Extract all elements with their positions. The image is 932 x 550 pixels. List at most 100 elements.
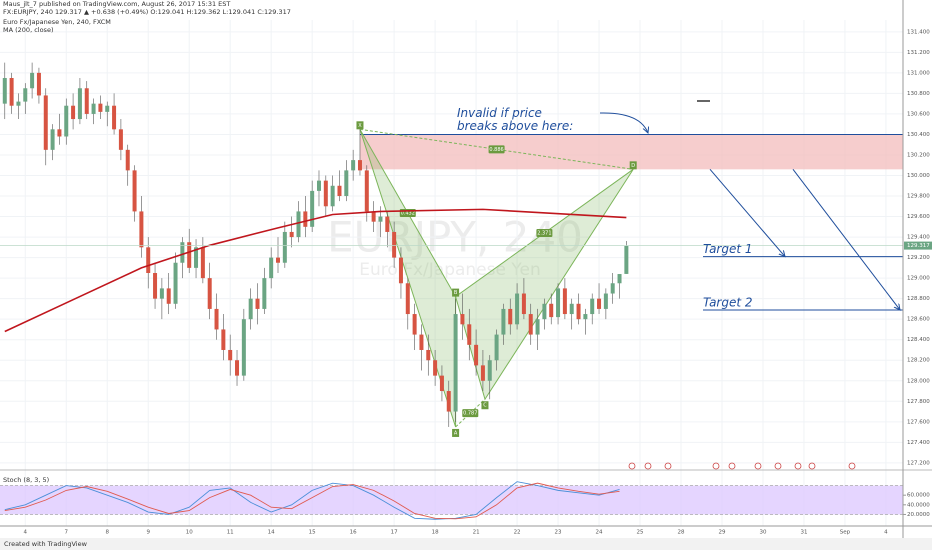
y-tick-label: 128.800 bbox=[907, 296, 930, 302]
candle-body bbox=[535, 319, 540, 335]
y-tick-label: 127.600 bbox=[907, 419, 930, 425]
point-label: C bbox=[483, 403, 487, 409]
candle-body bbox=[30, 72, 35, 89]
candle-body bbox=[344, 170, 349, 197]
header-bg bbox=[0, 0, 932, 20]
candle-body bbox=[405, 283, 410, 315]
candle-body bbox=[77, 88, 82, 120]
candle-body bbox=[351, 160, 356, 171]
event-icon bbox=[848, 462, 856, 470]
candle-body bbox=[200, 247, 205, 279]
candle-body bbox=[330, 185, 335, 207]
x-tick-label: 21 bbox=[473, 530, 480, 536]
point-box bbox=[481, 401, 489, 410]
candle-body bbox=[392, 231, 397, 258]
candle-body bbox=[125, 149, 130, 171]
candle-body bbox=[50, 129, 55, 150]
y-tick-label: 131.400 bbox=[907, 29, 930, 35]
x-tick-label: 18 bbox=[432, 530, 439, 536]
candle-body bbox=[467, 324, 472, 345]
candle-body bbox=[508, 308, 513, 325]
ratio-label: 0.886 bbox=[489, 147, 503, 153]
candle-body bbox=[323, 180, 328, 207]
x-tick-label: 31 bbox=[800, 530, 807, 536]
candle-body bbox=[549, 303, 554, 318]
point-box bbox=[629, 161, 637, 170]
legend-instrument: Euro Fx/Japanese Yen, 240, FXCM bbox=[3, 18, 111, 26]
overlay: 127.200 127.400 127.600 127.800 128.000 128.2… bbox=[0, 29, 932, 536]
candle-body bbox=[187, 242, 192, 268]
candle-body bbox=[248, 298, 253, 320]
point-label: X bbox=[358, 123, 362, 129]
candle-body bbox=[501, 308, 506, 335]
last-price-box bbox=[904, 241, 932, 250]
event-icon bbox=[644, 462, 652, 470]
annotation: Invalid if price breaks above here: bbox=[457, 106, 573, 133]
x-tick-label: 30 bbox=[759, 530, 766, 536]
stoch-tick-label: 60.0000 bbox=[907, 493, 930, 499]
ratio-box bbox=[536, 228, 553, 237]
candle-body bbox=[269, 257, 274, 279]
candle-body bbox=[316, 180, 321, 191]
candle-body bbox=[542, 303, 547, 320]
candle-body bbox=[296, 211, 301, 238]
candle-body bbox=[439, 375, 444, 392]
x-tick-label: 8 bbox=[105, 530, 109, 536]
x-tick-label: 23 bbox=[555, 530, 562, 536]
candle-body bbox=[241, 319, 246, 376]
candle-body bbox=[398, 257, 403, 284]
candle-body bbox=[562, 288, 567, 315]
candle-body bbox=[426, 349, 431, 361]
candle-body bbox=[112, 105, 117, 130]
y-tick-label: 130.600 bbox=[907, 111, 930, 117]
legend-ma: MA (200, close) bbox=[3, 26, 53, 34]
x-tick-label: 24 bbox=[596, 530, 603, 536]
candle-body bbox=[378, 216, 383, 222]
x-tick-label: 22 bbox=[514, 530, 521, 536]
candle-body bbox=[460, 314, 465, 325]
y-tick-label: 131.000 bbox=[907, 70, 930, 76]
candle-body bbox=[597, 298, 602, 309]
x-tick-label: Sep bbox=[840, 530, 851, 536]
candle-body bbox=[521, 293, 526, 315]
candle-body bbox=[371, 211, 376, 222]
target-arrow bbox=[792, 169, 900, 310]
candle-body bbox=[583, 314, 588, 320]
candle-body bbox=[166, 288, 171, 304]
candle-body bbox=[412, 314, 417, 335]
y-tick-label: 127.200 bbox=[907, 460, 930, 466]
x-tick-label: 29 bbox=[718, 530, 725, 536]
candle-body bbox=[146, 247, 151, 273]
event-icon bbox=[664, 462, 672, 470]
candle-body bbox=[221, 329, 226, 350]
candle-body bbox=[617, 274, 622, 284]
last-price-label: 129.317 bbox=[907, 243, 930, 249]
ratio-box bbox=[462, 409, 479, 418]
y-tick-label: 128.200 bbox=[907, 358, 930, 364]
candle-body bbox=[71, 105, 76, 120]
y-tick-label: 129.800 bbox=[907, 194, 930, 200]
x-tick-label: 11 bbox=[227, 530, 234, 536]
event-icon bbox=[728, 462, 736, 470]
y-tick-label: 130.800 bbox=[907, 91, 930, 97]
candle-body bbox=[64, 105, 69, 137]
ratio-label: 0.432 bbox=[401, 210, 415, 216]
stoch-line bbox=[4, 481, 620, 520]
candle-body bbox=[528, 314, 533, 335]
candle-body bbox=[610, 283, 615, 294]
candle-body bbox=[98, 103, 103, 112]
candle-body bbox=[194, 247, 199, 268]
candle-body bbox=[180, 242, 185, 263]
candle-body bbox=[214, 308, 219, 330]
candle-body bbox=[624, 245, 629, 274]
y-tick-label: 129.000 bbox=[907, 276, 930, 282]
y-tick-label: 129.600 bbox=[907, 214, 930, 220]
y-tick-label: 130.000 bbox=[907, 173, 930, 179]
point-box bbox=[452, 428, 460, 437]
y-tick-label: 129.200 bbox=[907, 255, 930, 261]
candle-body bbox=[494, 334, 499, 361]
stoch-band bbox=[0, 485, 903, 515]
target-arrow bbox=[709, 169, 785, 256]
point-label: B bbox=[454, 290, 458, 296]
candle-body bbox=[262, 278, 267, 309]
